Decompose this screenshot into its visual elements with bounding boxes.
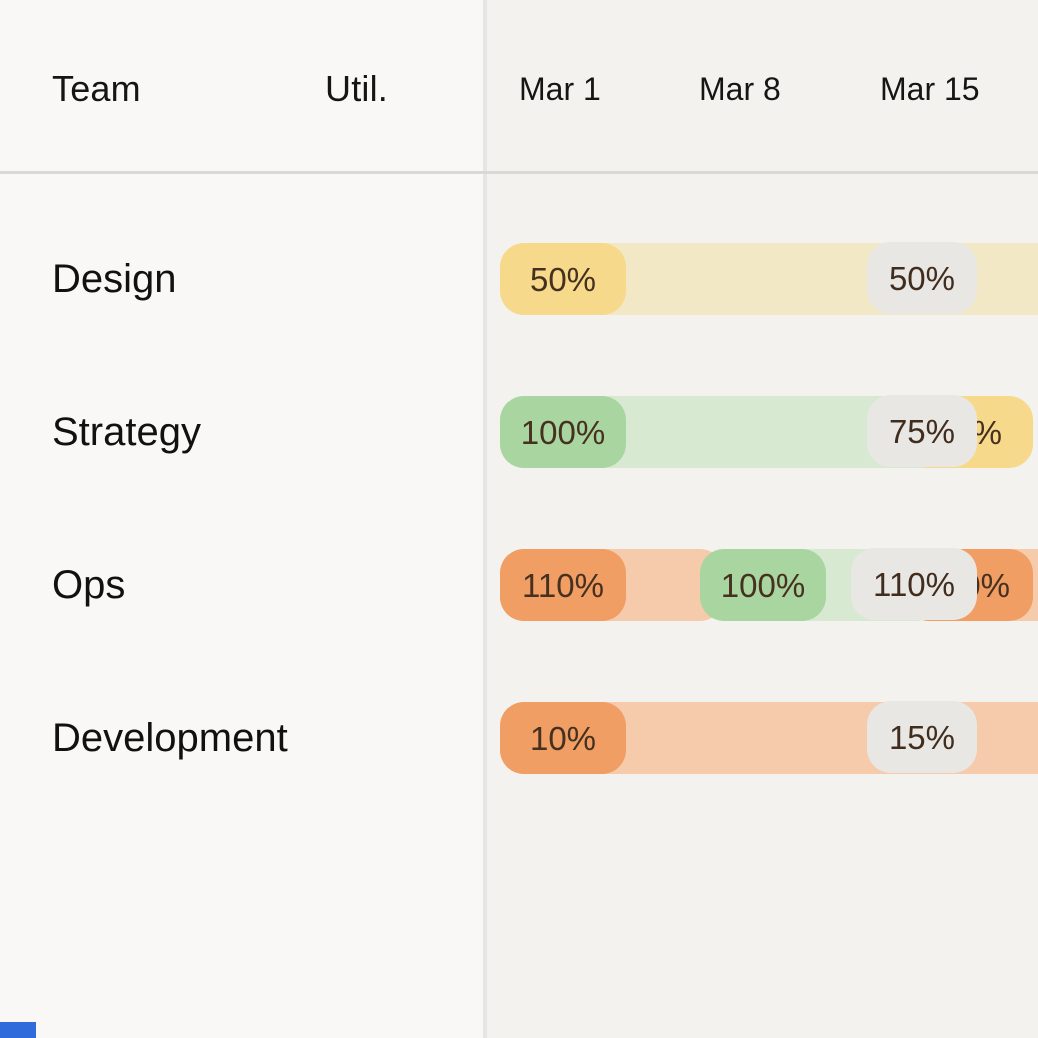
util-badge-strategy: 75% (866, 395, 977, 467)
util-badge-development: 15% (866, 701, 977, 773)
allocation-pill-ops[interactable]: 110% (500, 549, 626, 621)
horizontal-scrollbar-thumb[interactable] (0, 1022, 36, 1038)
allocation-pill-strategy[interactable]: 100% (500, 396, 626, 468)
allocation-pill-ops[interactable]: 100% (700, 549, 826, 621)
allocation-label: 100% (720, 567, 806, 604)
team-name-development: Development (52, 716, 288, 760)
allocation-pill-design[interactable]: 50% (500, 243, 626, 315)
date-header-mar-8: Mar 8 (699, 71, 781, 107)
allocation-label: 10% (529, 720, 597, 757)
util-column-header: Util. (325, 68, 388, 109)
allocation-label: 50% (529, 261, 597, 298)
team-name-design: Design (52, 257, 177, 301)
date-header-mar-1: Mar 1 (519, 71, 601, 107)
team-panel (0, 0, 483, 1038)
team-name-ops: Ops (52, 563, 126, 607)
allocation-pill-development[interactable]: 10% (500, 702, 626, 774)
allocation-label: 110% (522, 567, 604, 604)
panel-divider (483, 0, 487, 1038)
team-name-strategy: Strategy (52, 410, 201, 454)
header-divider (0, 171, 1038, 174)
allocation-label: 100% (520, 414, 606, 451)
util-badge-design: 50% (866, 242, 977, 314)
team-column-header: Team (52, 68, 141, 109)
date-header-mar-15: Mar 15 (880, 71, 980, 107)
util-badge-ops: 110% (851, 548, 977, 620)
timeline-panel: Mar 1 Mar 8 Mar 15 50% 100% 50% 100% 110% 110% 10… (487, 0, 1038, 1038)
